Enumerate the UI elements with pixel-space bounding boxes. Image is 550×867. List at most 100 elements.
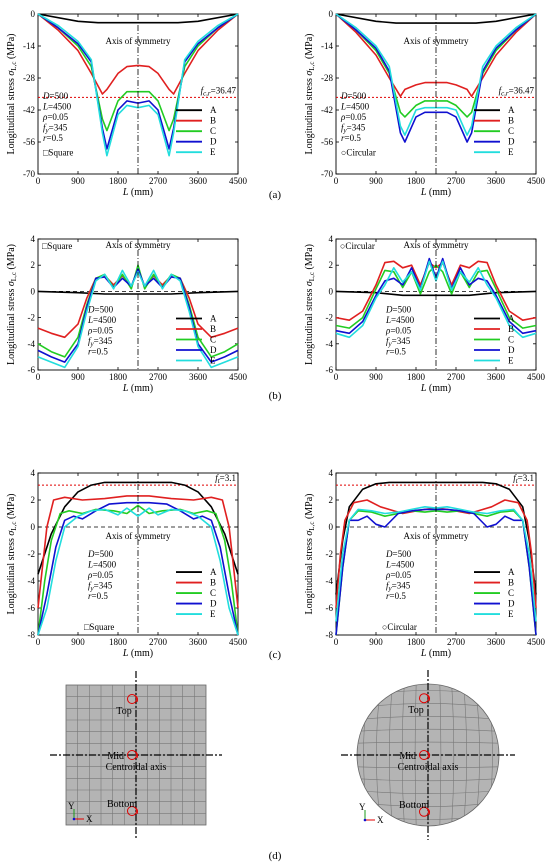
param-3-var: f bbox=[88, 581, 92, 591]
x-tick-label: 2700 bbox=[149, 372, 168, 382]
param-3-val: =345 bbox=[49, 122, 68, 132]
series-line-A bbox=[335, 481, 537, 595]
series-line-E bbox=[37, 507, 239, 636]
triad-y-label: Y bbox=[359, 802, 366, 812]
param-2-var: ρ bbox=[42, 112, 48, 122]
param-1-var: L bbox=[87, 315, 93, 325]
series-line-D bbox=[335, 13, 537, 143]
x-axis-label: L (mm) bbox=[420, 383, 451, 394]
y-tick-label: -4 bbox=[28, 339, 36, 349]
series-line-A bbox=[335, 13, 537, 24]
mesh-line bbox=[439, 684, 442, 826]
bottom-label: Bottom bbox=[399, 800, 429, 811]
param-4-var: r bbox=[341, 133, 345, 143]
x-tick-label: 900 bbox=[71, 637, 85, 647]
reference-line-label: ft=3.1 bbox=[215, 473, 236, 485]
triad-x-label: X bbox=[377, 815, 384, 825]
legend-label-C: C bbox=[210, 335, 216, 345]
axis-of-symmetry-label: Axis of symmetry bbox=[404, 240, 469, 250]
y-axis-label-pre: Longitudinal stress bbox=[304, 536, 315, 615]
param-3-sub: y bbox=[90, 585, 95, 593]
point-marker-top bbox=[127, 694, 137, 704]
x-tick-label: 3600 bbox=[487, 637, 506, 647]
x-tick-label: 900 bbox=[369, 176, 383, 186]
x-axis-label-rest: (mm) bbox=[426, 383, 451, 394]
param-2-val: =0.05 bbox=[390, 325, 411, 335]
triad-z-dot bbox=[72, 817, 76, 821]
param-0: D=500 bbox=[42, 91, 69, 101]
point-arrow-mid bbox=[133, 750, 139, 759]
mid-label: Mid bbox=[399, 751, 416, 762]
y-tick-label: 0 bbox=[31, 9, 36, 19]
legend-label-B: B bbox=[508, 116, 514, 126]
x-tick-label: 0 bbox=[36, 637, 41, 647]
y-tick-label: -4 bbox=[28, 576, 36, 586]
reference-line-label-val: =3.1 bbox=[220, 473, 236, 483]
param-3-sub: y bbox=[388, 585, 393, 593]
y-axis-label: Longitudinal stress σL,c (MPa) bbox=[6, 244, 18, 365]
y-tick-label: 2 bbox=[329, 495, 334, 505]
y-tick-label: 2 bbox=[31, 495, 36, 505]
y-tick-label: 0 bbox=[329, 286, 334, 296]
shape-label: ○Circular bbox=[382, 622, 417, 632]
x-tick-label: 4500 bbox=[527, 637, 546, 647]
y-axis-label-post: (MPa) bbox=[304, 244, 315, 272]
legend-label-C: C bbox=[508, 588, 514, 598]
x-axis-label: L (mm) bbox=[420, 648, 451, 659]
y-axis-label-pre: Longitudinal stress bbox=[304, 76, 315, 155]
param-4-val: =0.5 bbox=[92, 346, 109, 356]
axis-of-symmetry-label: Axis of symmetry bbox=[106, 36, 171, 46]
x-axis-label-rest: (mm) bbox=[128, 187, 153, 198]
legend-label-A: A bbox=[508, 105, 515, 115]
series-line-D bbox=[37, 501, 239, 636]
param-4-var: r bbox=[386, 346, 390, 356]
y-tick-label: -14 bbox=[23, 41, 35, 51]
param-4: r=0.5 bbox=[341, 133, 361, 143]
y-tick-label: -28 bbox=[321, 73, 333, 83]
param-3-sub: y bbox=[45, 126, 50, 134]
param-4: r=0.5 bbox=[386, 591, 406, 601]
x-tick-label: 4500 bbox=[229, 637, 248, 647]
y-axis-label-sub: L,c bbox=[308, 272, 316, 281]
legend-label-C: C bbox=[508, 126, 514, 136]
panel-label-c: (c) bbox=[269, 649, 282, 661]
x-axis-label-var: L bbox=[420, 187, 427, 198]
param-4-val: =0.5 bbox=[390, 346, 407, 356]
param-4: r=0.5 bbox=[43, 133, 63, 143]
param-3: fy=345 bbox=[88, 581, 113, 593]
y-tick-label: 4 bbox=[31, 468, 36, 478]
param-0: D=500 bbox=[385, 304, 412, 314]
y-tick-label: -28 bbox=[23, 73, 35, 83]
param-3: fy=345 bbox=[43, 122, 68, 134]
axis-of-symmetry-label: Axis of symmetry bbox=[404, 36, 469, 46]
param-3: fy=345 bbox=[386, 336, 411, 348]
point-marker-bottom bbox=[419, 806, 429, 817]
param-2-val: =0.05 bbox=[390, 570, 411, 580]
legend-label-E: E bbox=[508, 147, 514, 157]
param-4: r=0.5 bbox=[88, 346, 108, 356]
x-axis-label-var: L bbox=[122, 187, 129, 198]
y-axis-label-pre: Longitudinal stress bbox=[6, 286, 17, 365]
reference-line-label-var: f bbox=[201, 85, 205, 95]
x-tick-label: 3600 bbox=[487, 372, 506, 382]
x-tick-label: 0 bbox=[36, 372, 41, 382]
x-axis-label: L (mm) bbox=[122, 187, 153, 198]
x-tick-label: 900 bbox=[71, 176, 85, 186]
bottom-label: Bottom bbox=[107, 799, 137, 810]
y-tick-label: -6 bbox=[326, 365, 334, 375]
x-tick-label: 1800 bbox=[407, 372, 426, 382]
y-axis-label-post: (MPa) bbox=[6, 244, 17, 272]
param-1: L=4500 bbox=[385, 315, 415, 325]
y-tick-label: -8 bbox=[28, 630, 36, 640]
legend-label-D: D bbox=[210, 345, 217, 355]
param-3-val: =345 bbox=[392, 336, 411, 346]
y-axis-label-sigma: σ bbox=[304, 530, 315, 536]
shape-label: ○Circular bbox=[341, 147, 376, 157]
x-tick-label: 3600 bbox=[189, 637, 208, 647]
x-axis-label: L (mm) bbox=[122, 648, 153, 659]
param-2-val: =0.05 bbox=[92, 325, 113, 335]
y-tick-label: -2 bbox=[326, 313, 334, 323]
param-1-val: =4500 bbox=[93, 560, 117, 570]
